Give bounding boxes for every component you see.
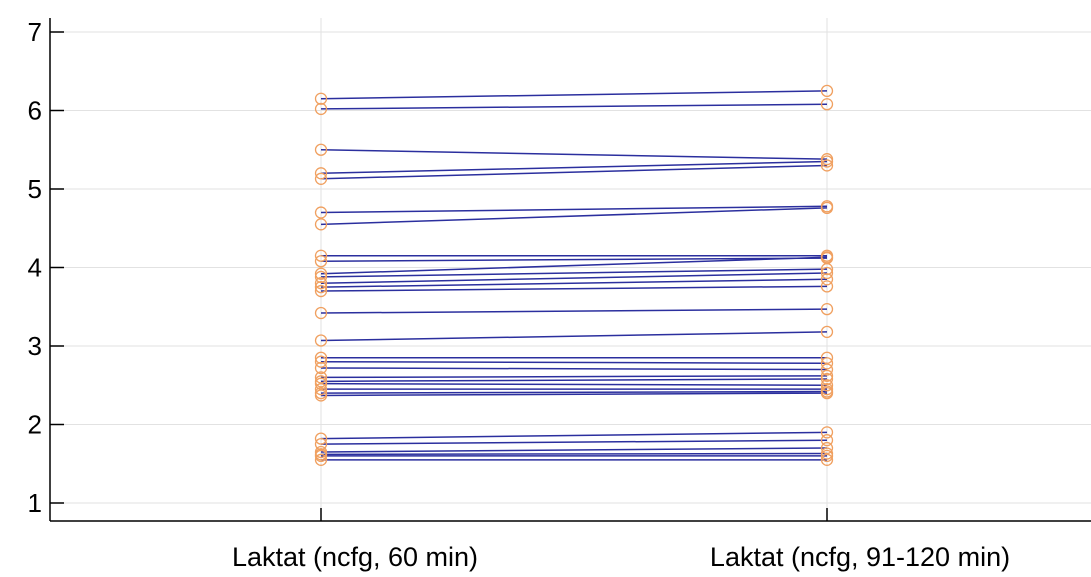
data-point-20-1 bbox=[820, 372, 834, 386]
data-point-9-1 bbox=[820, 251, 834, 264]
series-line-17 bbox=[320, 360, 828, 365]
data-point-25-0 bbox=[314, 432, 328, 445]
series-line-0 bbox=[320, 90, 828, 100]
data-point-12-1 bbox=[820, 273, 834, 286]
y-tick-label-3: 3 bbox=[28, 331, 42, 361]
data-point-15-0 bbox=[314, 334, 328, 347]
series-line-15 bbox=[320, 331, 828, 342]
data-point-12-0 bbox=[314, 280, 328, 294]
series-line-20 bbox=[320, 378, 828, 383]
data-point-24-0 bbox=[314, 389, 328, 402]
series-line-25 bbox=[320, 431, 828, 440]
data-point-17-1 bbox=[820, 357, 834, 370]
data-point-1-0 bbox=[314, 102, 328, 116]
data-point-14-1 bbox=[820, 302, 834, 316]
series-line-2 bbox=[320, 149, 828, 160]
data-point-26-1 bbox=[820, 434, 834, 447]
data-point-25-1 bbox=[820, 426, 834, 439]
data-point-2-0 bbox=[314, 143, 328, 156]
series-line-18 bbox=[320, 367, 828, 371]
axes bbox=[49, 18, 1091, 522]
series-line-3 bbox=[320, 160, 828, 175]
data-point-29-1 bbox=[820, 449, 834, 463]
data-point-21-1 bbox=[820, 379, 834, 392]
series-line-4 bbox=[320, 164, 828, 180]
series-lines bbox=[320, 90, 828, 461]
series-line-14 bbox=[320, 308, 828, 314]
data-point-27-1 bbox=[820, 441, 834, 455]
series-line-6 bbox=[320, 207, 828, 226]
data-point-19-0 bbox=[314, 371, 328, 384]
series-markers bbox=[314, 84, 834, 466]
data-point-30-0 bbox=[314, 453, 328, 466]
data-point-7-0 bbox=[314, 249, 328, 262]
data-point-11-0 bbox=[314, 277, 328, 290]
data-point-0-0 bbox=[314, 92, 328, 105]
data-point-1-1 bbox=[820, 98, 834, 111]
data-point-0-1 bbox=[820, 84, 834, 98]
series-line-26 bbox=[320, 439, 828, 445]
data-point-9-0 bbox=[314, 267, 328, 280]
data-point-13-1 bbox=[820, 280, 834, 293]
data-point-6-0 bbox=[314, 218, 328, 231]
series-line-1 bbox=[320, 103, 828, 110]
data-point-26-0 bbox=[314, 437, 328, 451]
data-point-17-0 bbox=[314, 355, 328, 368]
x-tick-label-1: Laktat (ncfg, 91-120 min) bbox=[710, 542, 1010, 572]
data-point-22-0 bbox=[314, 383, 328, 396]
series-line-27 bbox=[320, 447, 828, 453]
series-line-10 bbox=[320, 268, 828, 278]
data-point-10-0 bbox=[314, 270, 328, 284]
series-line-28 bbox=[320, 452, 828, 456]
series-line-9 bbox=[320, 256, 828, 275]
y-tick-label-7: 7 bbox=[28, 17, 42, 47]
y-tick-label-1: 1 bbox=[28, 488, 42, 518]
data-point-4-0 bbox=[314, 172, 328, 185]
data-point-3-0 bbox=[314, 167, 328, 180]
data-point-29-0 bbox=[314, 449, 328, 463]
data-point-18-1 bbox=[820, 363, 834, 376]
x-tick-label-0: Laktat (ncfg, 60 min) bbox=[232, 542, 478, 572]
data-point-8-0 bbox=[314, 255, 328, 268]
data-point-15-1 bbox=[820, 325, 834, 339]
y-tick-label-5: 5 bbox=[28, 174, 42, 204]
series-line-8 bbox=[320, 257, 828, 262]
gridlines bbox=[50, 18, 1091, 521]
data-point-19-1 bbox=[820, 369, 834, 382]
data-point-10-1 bbox=[820, 262, 834, 276]
data-point-11-1 bbox=[820, 266, 834, 280]
series-line-5 bbox=[320, 205, 828, 214]
data-point-24-1 bbox=[820, 386, 834, 400]
data-point-30-1 bbox=[820, 453, 834, 466]
series-line-12 bbox=[320, 278, 828, 288]
x-tick-labels: Laktat (ncfg, 60 min) Laktat (ncfg, 91-1… bbox=[232, 542, 1010, 572]
y-tick-label-2: 2 bbox=[28, 410, 42, 440]
series-line-24 bbox=[320, 392, 828, 397]
series-line-13 bbox=[320, 285, 828, 292]
series-line-19 bbox=[320, 375, 828, 379]
data-point-18-0 bbox=[314, 361, 328, 375]
y-tick-labels: 1 2 3 4 5 6 7 bbox=[28, 17, 42, 518]
y-tick-label-6: 6 bbox=[28, 96, 42, 126]
data-point-3-1 bbox=[820, 155, 834, 168]
data-point-4-1 bbox=[820, 159, 834, 172]
data-point-6-1 bbox=[820, 201, 834, 214]
data-point-16-0 bbox=[314, 351, 328, 364]
data-point-14-0 bbox=[314, 306, 328, 320]
series-line-23 bbox=[320, 390, 828, 394]
data-point-21-0 bbox=[314, 377, 328, 390]
data-point-5-0 bbox=[314, 206, 328, 219]
series-line-11 bbox=[320, 272, 828, 284]
series-line-21 bbox=[320, 382, 828, 386]
data-point-13-0 bbox=[314, 284, 328, 298]
data-point-16-1 bbox=[820, 351, 834, 364]
y-tick-label-4: 4 bbox=[28, 253, 42, 283]
